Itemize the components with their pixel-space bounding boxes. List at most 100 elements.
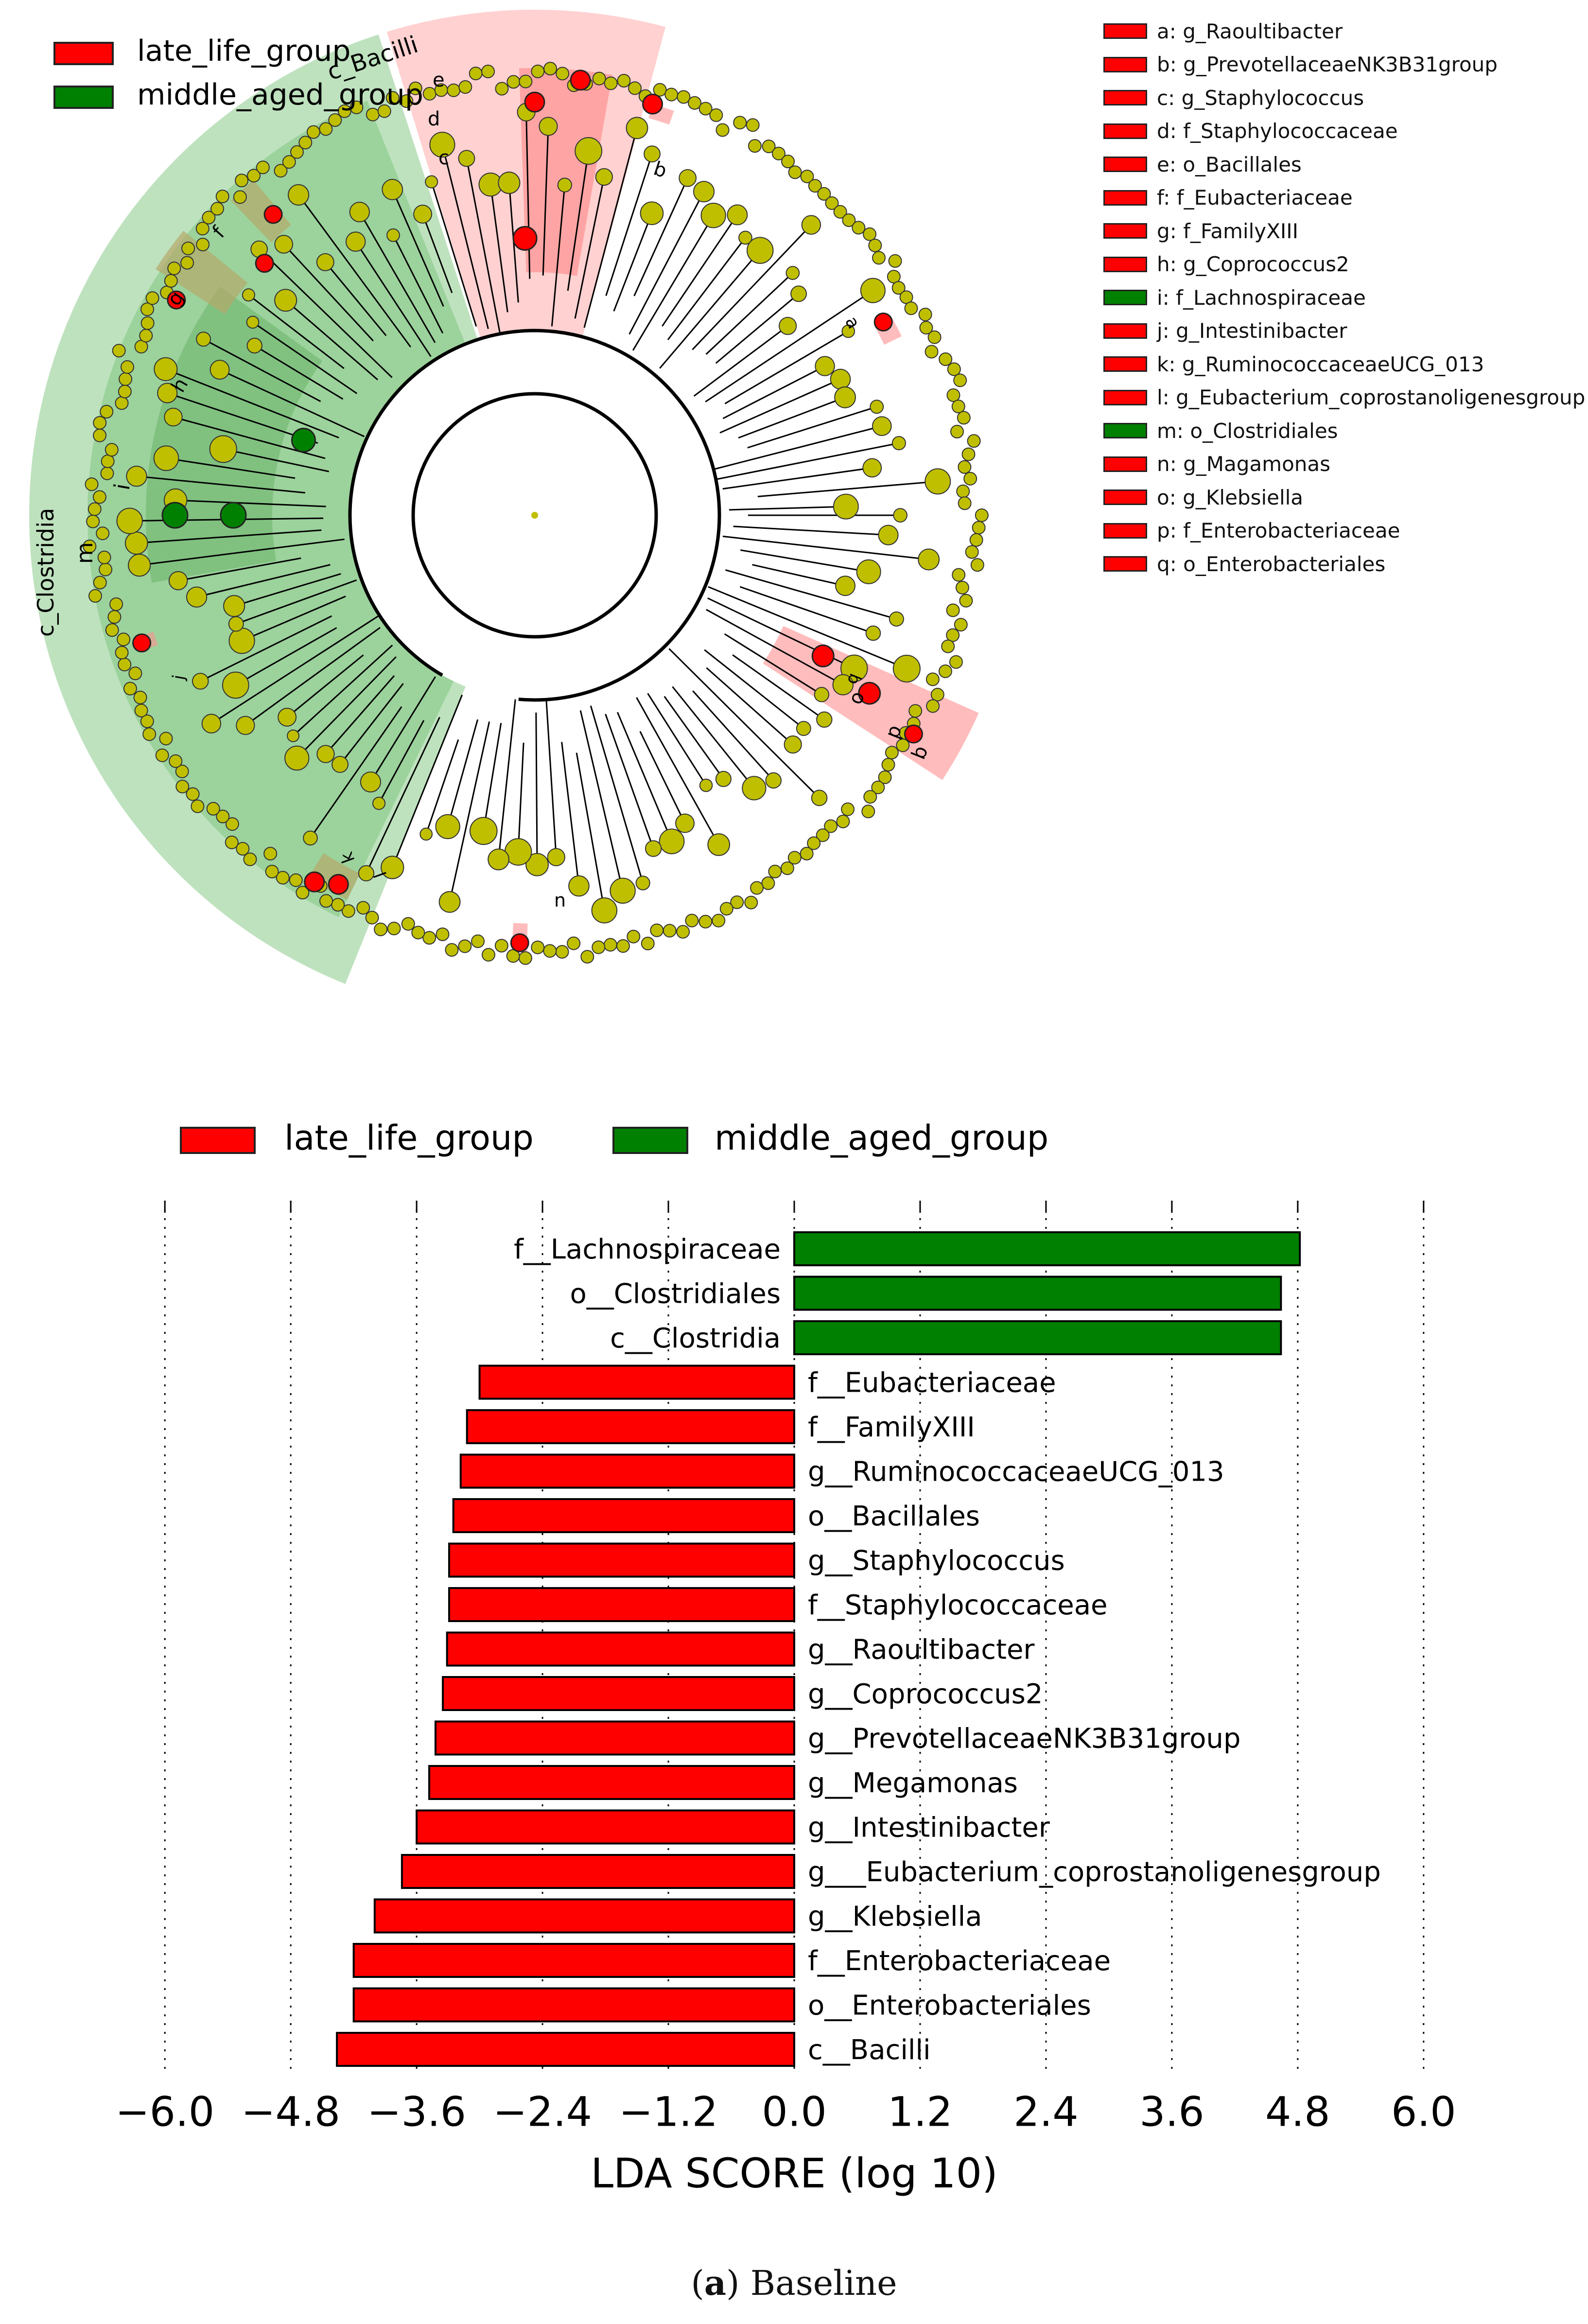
leaf-node xyxy=(887,270,901,284)
key-item: e: o_Bacillales xyxy=(1103,148,1585,181)
key-swatch xyxy=(1103,23,1147,39)
leaf-node xyxy=(400,94,414,108)
leaf-node xyxy=(949,655,963,669)
leaf-node xyxy=(938,664,952,678)
node-enterobacteriaceae xyxy=(858,681,881,705)
leaf-node xyxy=(83,540,97,554)
leaf-node xyxy=(750,881,764,895)
key-text: h: g_Coprococcus2 xyxy=(1157,252,1349,277)
taxon-node xyxy=(274,235,294,254)
bar xyxy=(336,2032,795,2067)
leaf-node xyxy=(748,139,762,153)
taxon-node xyxy=(438,891,461,913)
branch xyxy=(729,506,846,511)
leaf-node xyxy=(233,190,247,204)
leaf-node xyxy=(117,632,131,647)
leaf-node xyxy=(698,915,713,929)
leaf-node xyxy=(86,514,100,528)
taxon-node xyxy=(332,756,349,773)
branch xyxy=(136,475,305,494)
branch xyxy=(715,293,800,364)
leaf-node xyxy=(290,145,304,159)
bar xyxy=(401,1854,795,1889)
taxon-node xyxy=(316,745,335,763)
leaf-node xyxy=(349,100,364,114)
ring-class xyxy=(348,329,721,702)
leaf-node xyxy=(519,74,533,88)
taxon-node xyxy=(860,278,886,303)
taxon-node xyxy=(126,465,147,487)
cladogram: late_life_group middle_aged_group c_Baci… xyxy=(29,9,989,984)
leaf-node xyxy=(788,165,802,179)
leaf-node xyxy=(140,302,155,316)
leaf-node xyxy=(842,213,856,227)
branch xyxy=(605,714,654,849)
leaf-node xyxy=(140,714,154,728)
taxon-node xyxy=(316,253,334,271)
branch xyxy=(713,425,882,470)
branch xyxy=(339,683,404,765)
leaf-node xyxy=(289,873,303,887)
leaf-node xyxy=(169,754,183,768)
sector-label-e: e xyxy=(433,69,445,91)
taxon-node xyxy=(865,625,881,641)
node-familyxiii xyxy=(255,254,274,273)
branch xyxy=(628,191,705,335)
branch xyxy=(738,397,846,439)
key-item: n: g_Magamonas xyxy=(1103,448,1585,481)
bar xyxy=(459,1453,795,1489)
leaf-node xyxy=(164,274,178,288)
key-swatch xyxy=(1103,123,1147,139)
leaf-node xyxy=(975,508,989,522)
taxon-node xyxy=(349,201,370,223)
key-item: o: g_Klebsiella xyxy=(1103,481,1585,514)
bar xyxy=(466,1409,795,1444)
branch xyxy=(576,752,605,911)
leaf-node xyxy=(109,597,123,611)
leaf-node xyxy=(469,67,483,81)
taxon-node xyxy=(591,897,618,924)
branch xyxy=(136,529,322,544)
branch xyxy=(708,586,907,669)
bar xyxy=(793,1320,1282,1355)
taxon-node xyxy=(830,368,851,390)
bar-axis: −6.0 −4.8 −3.6 −2.4 −1.2 0.0 1.2 2.4 3.6 4.8 6.0 xyxy=(115,1201,1456,2136)
branch xyxy=(605,154,653,296)
leaf-node xyxy=(653,83,667,97)
node-staphylococcus xyxy=(570,70,591,91)
leaf-node xyxy=(181,241,195,255)
leaf-node xyxy=(885,746,899,760)
taxon-node xyxy=(469,817,498,845)
branch xyxy=(310,706,402,839)
key-item: m: o_Clostridiales xyxy=(1103,414,1585,448)
leaf-node xyxy=(744,895,758,909)
taxon-node xyxy=(811,789,828,806)
leaf-node xyxy=(950,424,964,438)
branch xyxy=(705,290,873,402)
leaf-node xyxy=(191,799,205,813)
leaf-node xyxy=(617,74,631,88)
branch xyxy=(391,189,444,307)
leaf-node xyxy=(543,944,557,958)
leaf-node xyxy=(918,307,932,321)
leaf-node xyxy=(762,140,776,154)
key-text: k: g_RuminococcaceaeUCG_013 xyxy=(1157,352,1484,376)
branch xyxy=(254,345,344,400)
key-item: a: g_Raoultibacter xyxy=(1103,15,1585,48)
leaf-node xyxy=(481,65,495,79)
leaf-node xyxy=(85,477,99,491)
leaf-node xyxy=(951,400,965,414)
branch xyxy=(259,248,393,378)
leaf-node xyxy=(715,123,730,137)
leaf-node xyxy=(145,291,159,305)
taxon-node xyxy=(779,316,797,335)
bar-category-label: g__Klebsiella xyxy=(808,1901,982,1933)
leaf-node xyxy=(140,316,155,330)
leaf-node xyxy=(256,160,270,175)
key-item: p: f_Enterobacteriaceae xyxy=(1103,514,1585,548)
taxon-node xyxy=(386,228,400,242)
branch xyxy=(248,294,345,369)
leaf-node xyxy=(100,404,114,419)
branch xyxy=(166,457,296,479)
branch xyxy=(425,739,459,835)
